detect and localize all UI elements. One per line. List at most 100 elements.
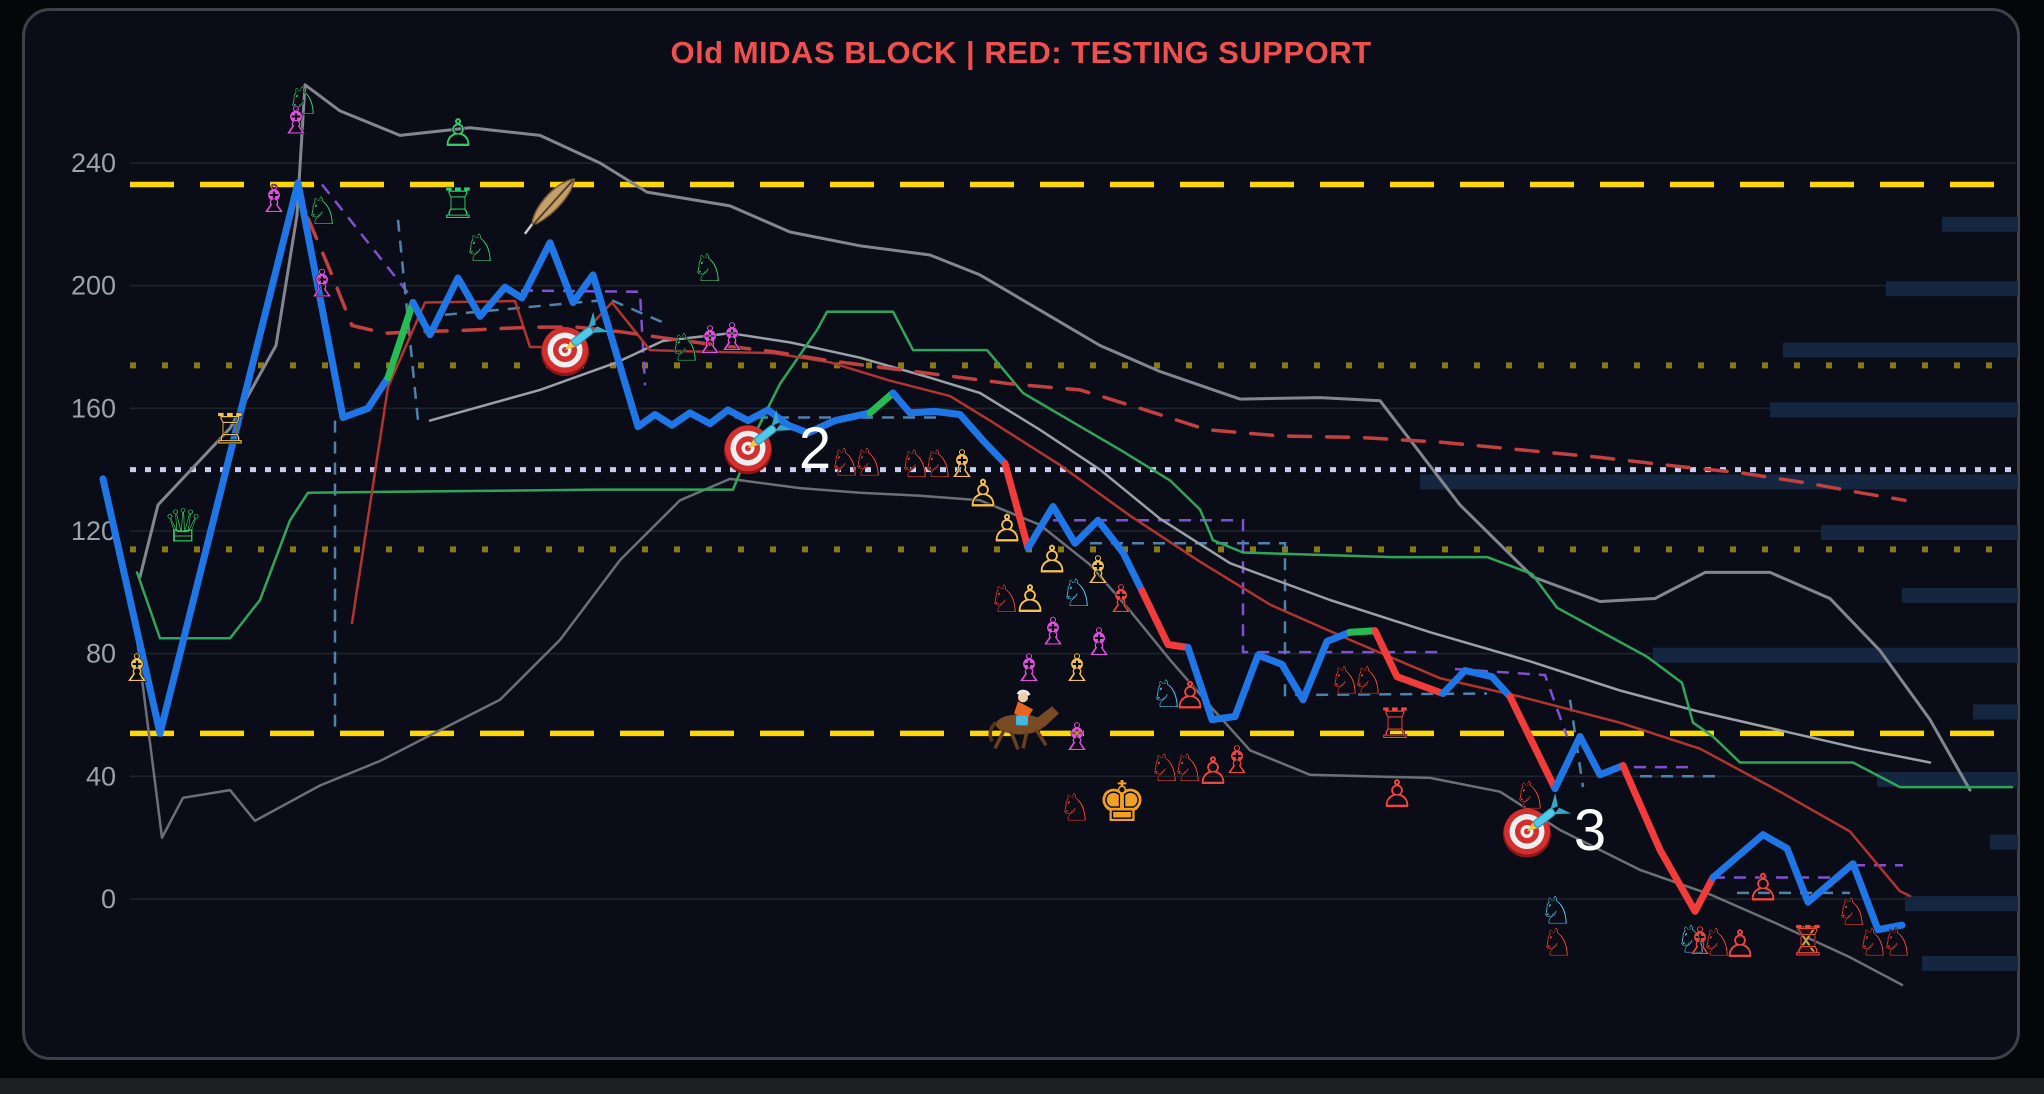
horse-leg [1034, 728, 1048, 747]
volume-bar [1420, 474, 2018, 490]
horse-racing-marker [988, 689, 1059, 750]
purple-step-segment [499, 289, 647, 386]
chess-piece-knight: ♘ [1058, 786, 1092, 830]
target-marker [1503, 792, 1572, 858]
dart-icon [748, 409, 793, 449]
volume-bar [1922, 955, 2018, 971]
price-line-segment [866, 389, 897, 417]
bottom-bar [0, 1078, 2044, 1094]
chess-piece-pawn: ♙ [1196, 749, 1230, 793]
chess-piece-pawn: ♙ [1746, 865, 1780, 909]
price-line-segment [1619, 762, 1717, 915]
purple-step-segment [1454, 667, 1569, 737]
volume-bar [1902, 587, 2018, 603]
chess-piece-pawn: ♙ [966, 471, 1000, 515]
chess-piece-knight: ♘ [691, 246, 725, 290]
chess-piece-knight: ♘ [1148, 746, 1182, 790]
gray-envelope-lower [131, 477, 1904, 987]
chess-piece-pawn: ♙ [1013, 577, 1047, 621]
chess-piece-knight: ♘ [988, 577, 1022, 621]
chess-piece-bishop: ♗ [120, 646, 154, 690]
chess-piece-rook: ♖ [1376, 699, 1414, 748]
dart-body [754, 424, 777, 445]
y-axis-label: 120 [71, 516, 116, 546]
steel-step-segment [396, 219, 420, 421]
chess-piece-rook: ♖ [439, 179, 477, 228]
y-axis-label: 200 [71, 271, 116, 301]
chess-piece-knight: ♘ [668, 326, 702, 370]
volume-bar [1653, 647, 2018, 663]
chess-piece-knight: ♘ [1880, 921, 1914, 965]
feather-spine [533, 179, 574, 225]
y-axis-label: 0 [101, 884, 116, 914]
jockey-head [1018, 692, 1028, 703]
chess-piece-bishop: ♗ [1220, 738, 1254, 782]
chess-piece-knight: ♘ [828, 441, 862, 485]
price-line-segment [1371, 627, 1447, 697]
horizontal-levels [130, 181, 2014, 737]
chess-piece-bishop: ♗ [279, 99, 313, 143]
volume-bar [1973, 704, 2018, 720]
chess-piece-pawn: ♙ [1173, 674, 1207, 718]
horse-head [1034, 706, 1059, 728]
price-line-segment [1439, 667, 1514, 701]
chess-piece-rook: ♖ [211, 404, 249, 453]
purple-step-segment [321, 183, 413, 299]
volume-profile-bars [1420, 216, 2018, 971]
chess-piece-knight: ♘ [1539, 888, 1573, 932]
dart-fin-bottom [775, 424, 793, 431]
volume-bar [1770, 402, 2018, 418]
chess-piece-knight: ♘ [1675, 918, 1709, 962]
chess-piece-bishop: ♗ [1104, 577, 1138, 621]
dart-tip [1527, 821, 1539, 832]
price-line-segment [1138, 587, 1192, 651]
chess-piece-pawn: ♙ [1723, 922, 1757, 966]
dart-fin-bottom [1554, 807, 1572, 815]
chess-piece-bishop: ♗ [1036, 609, 1070, 653]
chess-piece-bishop: ♗ [1060, 715, 1094, 759]
volume-bar [1877, 771, 2018, 787]
volume-bar [1783, 342, 2018, 358]
chess-piece-queen: ♕ [162, 498, 203, 552]
price-line-segment [409, 239, 874, 437]
chess-piece-knight: ♘ [463, 226, 497, 270]
chess-piece-pawn: ♙ [1035, 537, 1069, 581]
dart-icon [565, 311, 610, 351]
jockey-torso [1014, 701, 1033, 720]
feather-icon [523, 178, 576, 235]
y-axis-label: 240 [71, 148, 116, 178]
price-line-segment [1024, 503, 1146, 595]
volume-bar [1821, 525, 2018, 541]
chess-piece-knight: ♘ [1351, 658, 1385, 702]
chess-piece-king_solid: ♚ [1097, 770, 1147, 835]
dart-fin-top [588, 311, 596, 328]
hourglass-bottom [1795, 938, 1817, 955]
volume-bar [1886, 281, 2018, 297]
price-line-segment [1346, 627, 1379, 636]
horse-leg [993, 729, 1006, 750]
horse-leg [1021, 730, 1029, 749]
chess-piece-knight: ♘ [286, 79, 320, 123]
chess-piece-rook: ♖ [1789, 917, 1827, 966]
chess-piece-bishop: ♗ [1081, 548, 1115, 592]
jockey-legs [1016, 715, 1028, 726]
volume-bar [1942, 216, 2018, 232]
target-marker [724, 409, 793, 475]
dart-body [1533, 808, 1556, 828]
chess-piece-pawn: ♙ [441, 111, 475, 155]
chess-piece-knight: ♘ [1150, 672, 1184, 716]
feather-quill-tip [523, 223, 534, 235]
steel-step-segment [1090, 542, 1488, 697]
dart-fin-bottom [592, 326, 610, 333]
chess-piece-knight: ♘ [305, 189, 339, 233]
chess-piece-knight: ♘ [1700, 921, 1734, 965]
horse-tail [988, 721, 998, 743]
chess-piece-bishop: ♗ [1012, 646, 1046, 690]
dart-icon [1527, 792, 1572, 832]
jockey-cap [1016, 689, 1031, 697]
chess-piece-knight: ♘ [1060, 571, 1094, 615]
dart-body [571, 326, 594, 347]
chess-piece-bishop: ♗ [715, 315, 749, 359]
volume-bar [1905, 896, 2018, 912]
